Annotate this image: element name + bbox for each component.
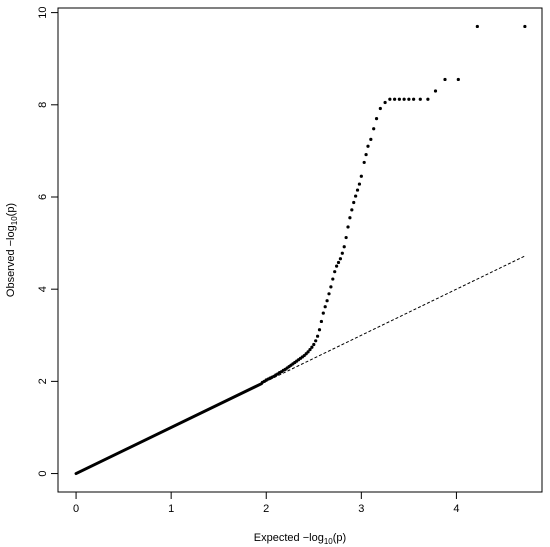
x-axis: 0 1 2 3 4	[73, 492, 459, 515]
data-point	[333, 270, 337, 274]
data-point	[331, 277, 335, 281]
data-point	[362, 160, 366, 165]
y-tick-label: 10	[37, 6, 49, 18]
x-tick-label: 1	[168, 503, 174, 515]
data-point	[335, 264, 339, 268]
data-point	[402, 97, 406, 101]
data-point	[388, 97, 392, 101]
data-point	[336, 260, 341, 265]
data-point	[354, 194, 358, 198]
data-point	[372, 127, 376, 131]
data-point	[407, 97, 411, 101]
data-point	[321, 311, 325, 315]
data-point	[338, 257, 343, 261]
data-point	[314, 339, 318, 343]
data-point	[348, 216, 352, 220]
y-tick-label: 0	[37, 470, 49, 476]
reference-line	[75, 255, 526, 475]
data-point	[346, 225, 350, 229]
x-tick-label: 3	[358, 503, 364, 515]
data-point	[329, 285, 333, 289]
data-point	[340, 251, 344, 255]
plot-area	[74, 24, 527, 476]
data-point	[366, 144, 370, 148]
data-point	[306, 350, 310, 354]
data-point	[374, 117, 379, 121]
data-point	[327, 292, 331, 296]
data-point	[397, 97, 401, 101]
data-point	[523, 24, 527, 29]
data-point	[418, 97, 422, 101]
data-point	[383, 100, 387, 105]
data-point	[319, 319, 323, 324]
data-point	[393, 97, 397, 101]
y-tick-label: 6	[37, 194, 49, 200]
data-point	[412, 97, 416, 101]
data-point	[352, 200, 356, 205]
x-tick-label: 0	[73, 503, 79, 515]
data-point	[312, 342, 316, 347]
data-point	[369, 137, 373, 141]
data-point	[355, 188, 360, 192]
dense-points	[74, 382, 263, 476]
data-point	[443, 77, 447, 82]
data-point	[364, 152, 368, 157]
data-point	[342, 245, 346, 249]
y-tick-label: 8	[37, 102, 49, 108]
data-point	[378, 106, 382, 111]
data-point	[475, 24, 479, 29]
data-point	[323, 305, 327, 309]
data-point	[317, 328, 322, 332]
data-point	[308, 347, 312, 352]
data-point	[357, 182, 362, 186]
x-axis-title: Expected −log10(p)	[254, 532, 346, 546]
y-tick-label: 4	[37, 286, 49, 292]
data-point	[315, 334, 320, 338]
y-axis: 0 2 4 6 8 10	[37, 6, 58, 477]
data-point	[433, 89, 438, 93]
data-point	[344, 235, 348, 240]
y-tick-label: 2	[37, 378, 49, 384]
x-tick-label: 4	[453, 503, 459, 515]
data-point	[350, 208, 354, 212]
plot-frame	[57, 7, 543, 493]
x-tick-label: 2	[263, 503, 269, 515]
data-point	[456, 77, 460, 82]
y-axis-title: Observed −log10(p)	[5, 203, 19, 297]
data-point	[310, 345, 314, 349]
data-point	[325, 299, 329, 303]
data-point	[426, 97, 430, 101]
data-point	[359, 174, 363, 178]
